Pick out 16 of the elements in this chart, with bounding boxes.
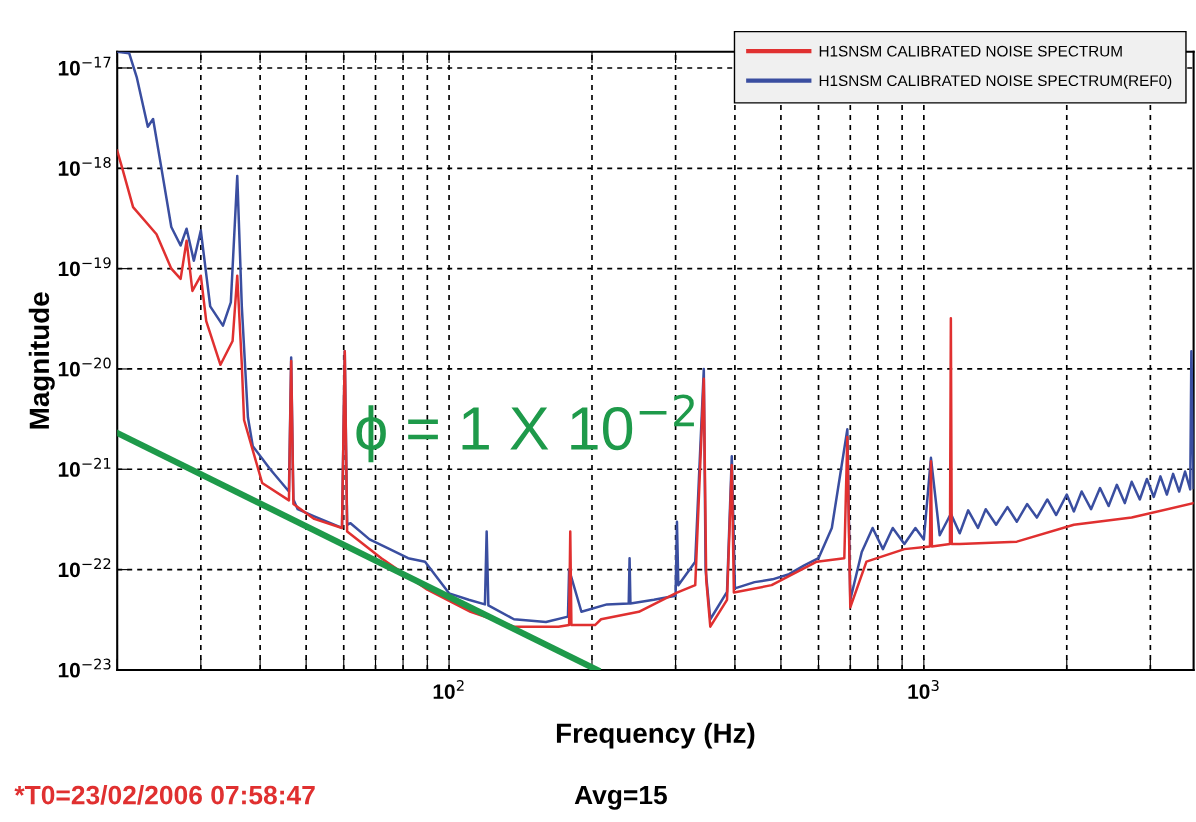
legend-label: H1SNSM CALIBRATED NOISE SPECTRUM <box>819 45 1122 57</box>
y-axis-title: Magnitude <box>28 292 55 429</box>
text: *T0=23/02/2006 07:58:47 <box>14 785 315 805</box>
y-tick-label: 10$^{−17}$ <box>58 56 111 76</box>
legend-label: H1SNSM CALIBRATED NOISE SPECTRUM(REF0) <box>819 74 1172 90</box>
x-axis-title: Frequency (Hz) <box>556 722 755 749</box>
x-tick-label: 10$^{2}$ <box>433 679 464 699</box>
y-tick-label: 10$^{−22}$ <box>58 558 111 578</box>
y-tick-label: 10$^{−21}$ <box>58 457 111 477</box>
x-tick-label: 10$^{3}$ <box>908 679 939 699</box>
y-tick-label: 10$^{−23}$ <box>58 658 111 678</box>
y-tick-label: 10$^{−19}$ <box>58 257 111 277</box>
y-tick-label: 10$^{−20}$ <box>58 357 111 377</box>
text: Avg=15 <box>574 785 667 810</box>
y-tick-label: 10$^{−18}$ <box>58 156 111 176</box>
annotation: ϕ = 1 X 10$^{−2}$ <box>356 394 694 463</box>
